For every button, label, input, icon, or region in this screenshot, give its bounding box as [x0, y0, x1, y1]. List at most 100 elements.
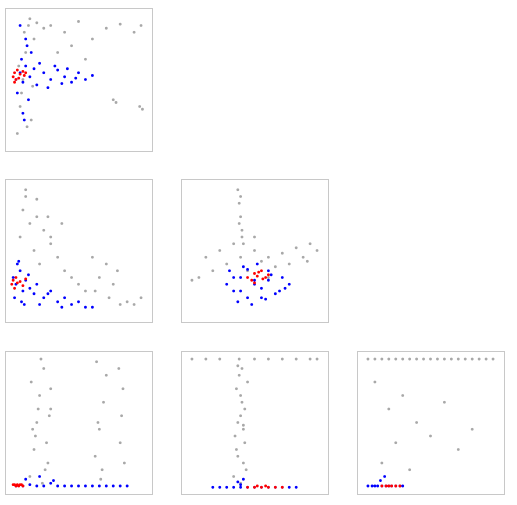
point	[233, 434, 237, 438]
point	[28, 17, 32, 21]
point	[27, 24, 30, 27]
point	[42, 71, 46, 75]
point	[36, 407, 40, 411]
point	[84, 289, 87, 293]
point	[70, 80, 73, 84]
point	[236, 300, 240, 304]
point	[232, 242, 236, 246]
point	[239, 394, 243, 397]
point	[63, 484, 66, 488]
point	[449, 357, 453, 361]
point	[11, 276, 15, 279]
point	[42, 228, 46, 232]
point	[456, 448, 460, 451]
point	[241, 461, 245, 465]
point	[97, 276, 101, 279]
point	[253, 278, 256, 282]
point	[244, 468, 248, 472]
point	[38, 475, 41, 478]
point	[280, 357, 284, 361]
point	[24, 71, 28, 75]
point	[35, 197, 39, 201]
point	[225, 282, 229, 286]
point	[49, 407, 53, 411]
point	[379, 479, 382, 482]
point	[56, 484, 60, 488]
point	[93, 454, 97, 458]
point	[35, 21, 39, 25]
point	[236, 480, 240, 484]
point	[63, 30, 66, 34]
point	[228, 269, 231, 273]
panel-frame	[181, 351, 329, 495]
point	[241, 477, 245, 481]
panel-frame	[5, 179, 153, 323]
point	[267, 357, 270, 361]
point	[46, 292, 50, 296]
point	[38, 61, 41, 65]
point	[138, 105, 142, 108]
point	[18, 235, 22, 239]
point	[443, 357, 446, 361]
point	[32, 37, 36, 41]
point	[491, 357, 495, 361]
point	[239, 215, 243, 219]
point	[29, 380, 33, 384]
point	[236, 454, 240, 458]
point	[91, 255, 94, 259]
point	[204, 255, 208, 259]
point	[20, 300, 23, 304]
point	[255, 262, 259, 266]
point	[280, 251, 284, 255]
point	[38, 303, 41, 306]
point	[122, 461, 126, 465]
point	[394, 357, 398, 361]
point	[241, 427, 245, 431]
point	[25, 125, 29, 129]
point	[95, 360, 98, 364]
point	[280, 485, 284, 489]
point	[366, 484, 370, 488]
point	[118, 484, 122, 488]
point	[63, 75, 66, 79]
point	[35, 282, 39, 286]
point	[315, 249, 319, 252]
point	[239, 483, 243, 486]
point	[24, 277, 28, 281]
point	[25, 44, 29, 48]
point	[77, 282, 80, 286]
point	[280, 276, 284, 279]
point	[237, 201, 241, 205]
point	[18, 24, 22, 27]
point	[99, 477, 103, 481]
point	[70, 44, 73, 48]
point	[237, 357, 241, 361]
point	[190, 278, 194, 282]
point	[15, 281, 19, 285]
point	[366, 357, 370, 361]
point	[225, 485, 229, 489]
point	[125, 300, 129, 304]
point	[376, 484, 380, 488]
point	[35, 484, 39, 488]
point	[236, 364, 240, 368]
point	[28, 222, 32, 225]
point	[463, 357, 467, 361]
point	[246, 268, 249, 271]
point	[107, 296, 111, 300]
point	[456, 357, 460, 361]
point	[22, 30, 26, 34]
point	[269, 273, 273, 277]
point	[253, 281, 256, 285]
point	[236, 421, 240, 424]
point	[394, 441, 398, 445]
point	[70, 276, 73, 279]
point	[139, 296, 143, 300]
point	[29, 51, 33, 54]
point	[308, 242, 312, 246]
point	[422, 357, 425, 361]
point	[260, 269, 263, 273]
point	[236, 188, 240, 192]
point	[218, 485, 222, 489]
point	[415, 421, 418, 424]
